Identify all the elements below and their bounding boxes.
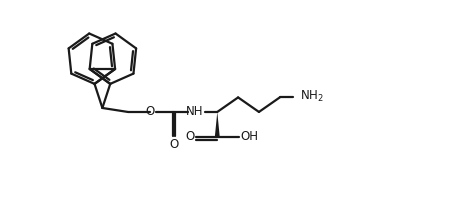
Polygon shape	[215, 112, 220, 137]
Text: O: O	[185, 130, 195, 143]
Text: NH$_2$: NH$_2$	[300, 89, 324, 104]
Text: NH: NH	[186, 105, 204, 118]
Text: O: O	[169, 139, 178, 151]
Text: OH: OH	[240, 130, 258, 143]
Text: O: O	[146, 105, 155, 118]
